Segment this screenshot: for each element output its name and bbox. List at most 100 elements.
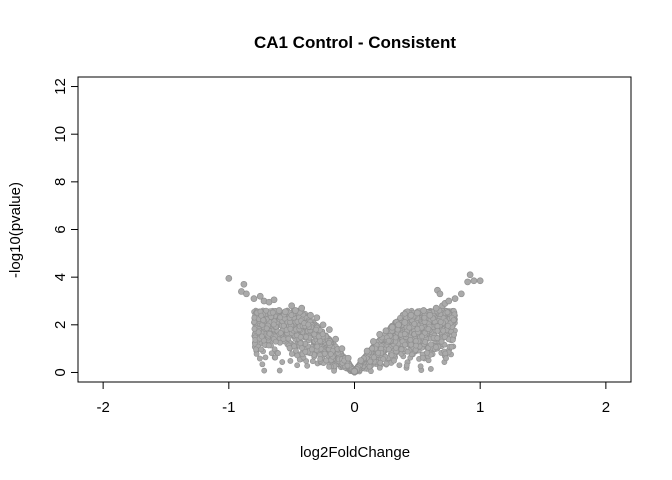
data-point-cloud	[308, 346, 315, 353]
data-point-cloud	[385, 346, 392, 353]
points-layer	[225, 271, 484, 376]
x-tick-label: -2	[96, 399, 109, 416]
data-point	[395, 321, 402, 329]
data-point-cloud	[302, 348, 309, 355]
data-point-cloud	[441, 333, 448, 340]
data-point	[370, 338, 377, 345]
data-point-cloud	[256, 355, 263, 362]
y-axis: 0 2 4 6 8 10 12	[52, 78, 79, 377]
data-point-cloud	[260, 317, 267, 324]
x-axis: -2 -1 0 1 2	[96, 381, 610, 416]
data-point	[298, 304, 306, 312]
data-point-cloud	[424, 349, 430, 356]
data-point-cloud	[258, 346, 265, 353]
data-point	[420, 307, 427, 314]
data-point-cloud	[263, 307, 269, 314]
data-point	[451, 295, 459, 302]
data-point	[319, 321, 327, 329]
data-point	[326, 326, 333, 333]
data-point	[225, 274, 233, 282]
data-point-cloud	[279, 359, 286, 365]
data-point	[407, 311, 415, 319]
data-point-cloud	[294, 362, 301, 369]
data-point-cloud	[443, 355, 449, 362]
x-axis-label: log2FoldChange	[300, 444, 410, 461]
data-point	[470, 277, 478, 285]
x-tick-label: -1	[222, 399, 235, 416]
data-point-cloud	[319, 331, 326, 338]
data-point-cloud	[286, 345, 293, 351]
data-point-cloud	[259, 361, 266, 368]
data-point-cloud	[392, 334, 399, 341]
data-point-cloud	[314, 343, 321, 350]
data-point-cloud	[253, 346, 259, 353]
data-point	[426, 311, 434, 319]
y-tick-label: 2	[52, 321, 69, 329]
data-point	[250, 295, 258, 302]
x-tick-label: 1	[476, 399, 484, 416]
data-point	[464, 278, 471, 286]
data-point	[288, 302, 296, 310]
data-point-cloud	[327, 351, 334, 358]
data-point-cloud	[434, 327, 441, 334]
data-point-cloud	[422, 338, 429, 345]
data-point	[332, 335, 339, 343]
data-point-cloud	[413, 342, 419, 349]
data-point-cloud	[397, 315, 403, 321]
data-point	[363, 347, 371, 355]
data-point-cloud	[442, 350, 449, 357]
data-point-cloud	[305, 321, 312, 328]
data-point	[275, 307, 283, 314]
data-point-cloud	[265, 342, 272, 349]
data-point-cloud	[421, 314, 428, 321]
data-point-cloud	[427, 366, 434, 372]
data-point-cloud	[297, 340, 304, 347]
data-point-cloud	[419, 354, 426, 361]
data-point-cloud	[449, 336, 456, 343]
data-point-cloud	[376, 364, 383, 371]
data-point-cloud	[445, 322, 451, 329]
data-point-cloud	[255, 329, 262, 336]
data-point-cloud	[268, 350, 275, 357]
data-point-cloud	[287, 358, 294, 364]
data-point	[344, 354, 352, 362]
data-point	[466, 271, 474, 279]
data-point-cloud	[369, 345, 375, 352]
data-point	[282, 308, 289, 316]
data-point-cloud	[385, 337, 392, 344]
data-point-cloud	[438, 338, 445, 345]
data-point	[243, 290, 250, 298]
data-point-cloud	[401, 310, 408, 317]
data-point-cloud	[411, 320, 418, 327]
data-point-cloud	[451, 331, 457, 338]
data-point-cloud	[440, 327, 447, 334]
data-point-cloud	[404, 348, 411, 355]
data-point-cloud	[304, 362, 311, 369]
data-point	[457, 290, 465, 298]
data-point	[388, 323, 396, 331]
data-point	[476, 277, 484, 285]
data-point-cloud	[285, 335, 292, 342]
data-point-cloud	[323, 357, 330, 364]
data-point-cloud	[448, 343, 455, 350]
data-point	[445, 297, 453, 305]
data-point	[382, 327, 390, 335]
data-point-cloud	[403, 362, 410, 369]
data-point-cloud	[428, 341, 434, 348]
data-point-cloud	[434, 335, 441, 341]
data-point	[307, 311, 314, 319]
y-axis-label: -log10(pvalue)	[7, 182, 24, 278]
data-point-cloud	[417, 363, 424, 370]
data-point-cloud	[263, 325, 270, 332]
data-point-cloud	[287, 325, 294, 332]
data-point-cloud	[326, 340, 332, 346]
data-point	[313, 314, 321, 322]
data-point-cloud	[425, 326, 432, 332]
data-point-cloud	[444, 309, 451, 316]
data-point-cloud	[344, 362, 351, 369]
data-point-cloud	[262, 354, 269, 361]
data-point	[256, 292, 264, 300]
data-point-cloud	[398, 346, 405, 353]
x-tick-label: 2	[602, 399, 610, 416]
